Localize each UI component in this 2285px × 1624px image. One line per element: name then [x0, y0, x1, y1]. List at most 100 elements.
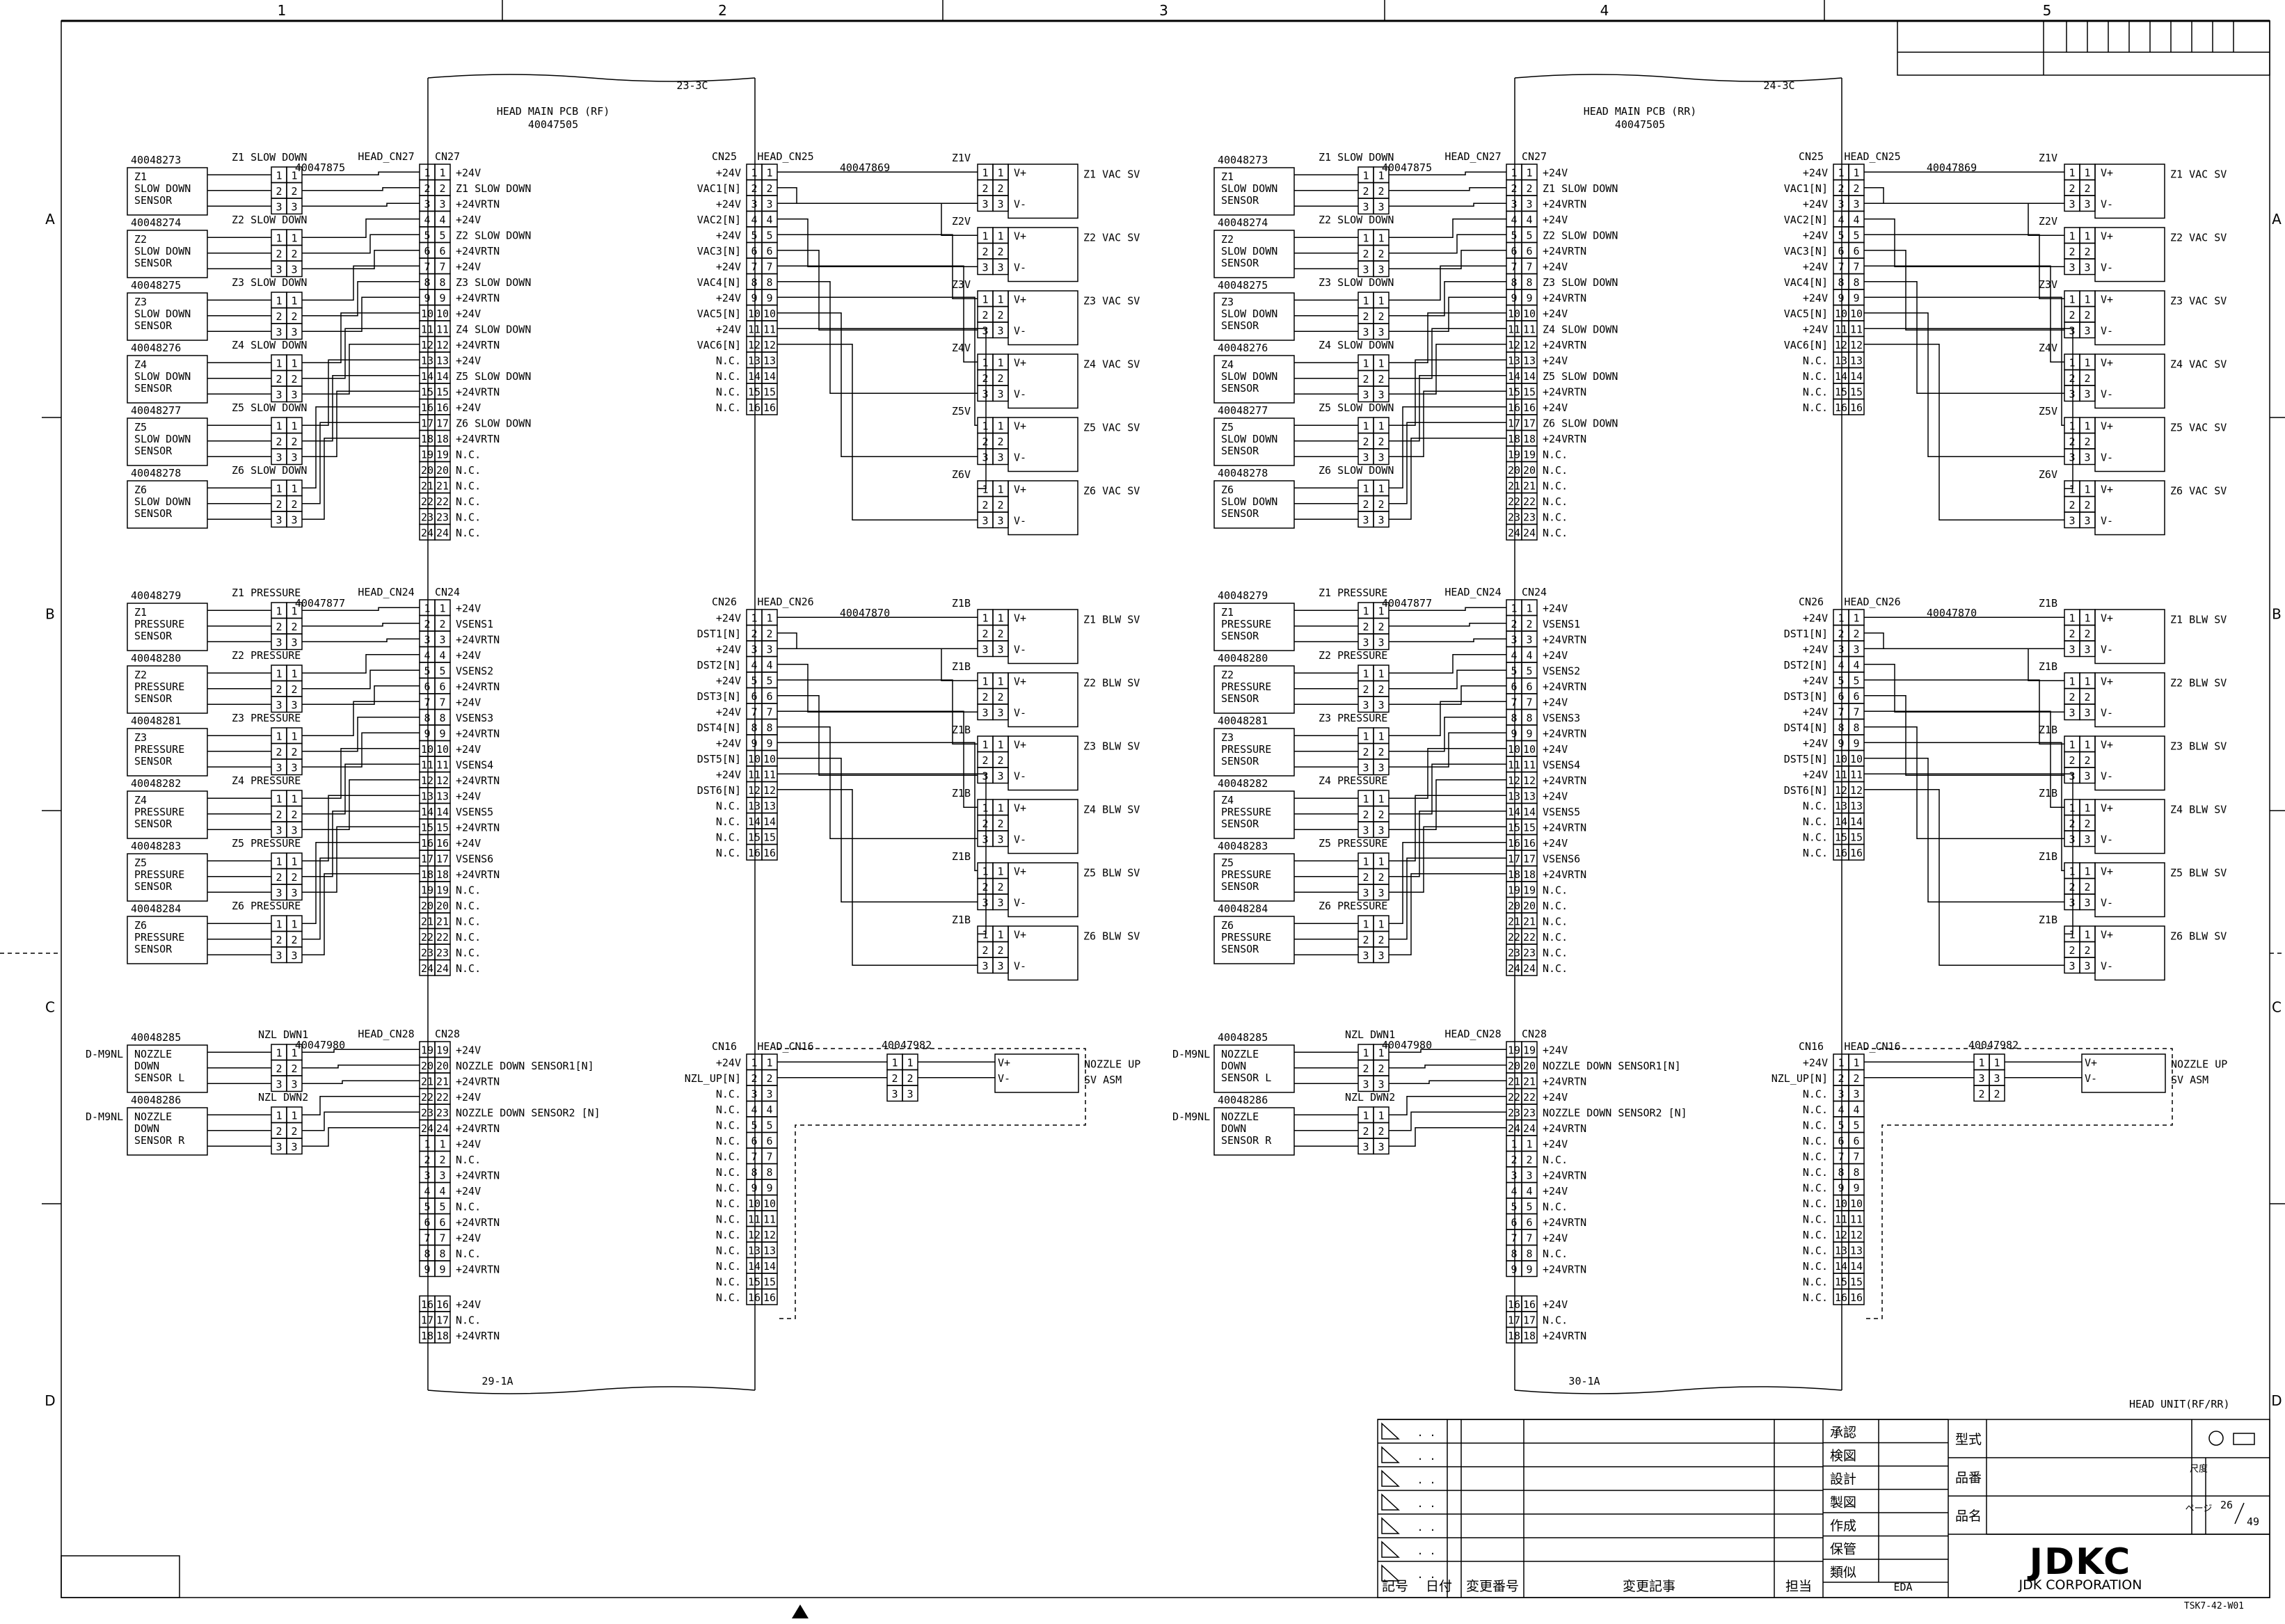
- valve-connector-name: Z1B: [952, 787, 971, 799]
- signal-name: N.C.: [456, 1248, 481, 1260]
- signal-name: +24V: [1803, 644, 1828, 656]
- pin-cell: [434, 523, 451, 541]
- valve-label: Z1 VAC SV: [2170, 168, 2227, 181]
- sensor-connector-name: Z4 PRESSURE: [232, 774, 301, 787]
- pin-number: 1: [2069, 167, 2075, 180]
- pin-number: 3: [1378, 1141, 1384, 1154]
- sensor-label: SENSOR: [134, 257, 173, 269]
- pin-number: 2: [997, 372, 1003, 385]
- wire: [302, 359, 420, 426]
- pin-number: 13: [763, 1245, 776, 1257]
- pin-number: 3: [1526, 634, 1532, 646]
- signal-name: N.C.: [456, 511, 481, 524]
- pin-number: 4: [1838, 659, 1844, 671]
- sensor-label: Z1: [134, 606, 147, 619]
- sensor-label: SENSOR: [1221, 445, 1259, 457]
- pin-number: 2: [276, 1062, 282, 1075]
- pin-number: 3: [276, 326, 282, 339]
- sensor-label: Z4: [1221, 358, 1234, 371]
- revision-header: 変更記事: [1623, 1579, 1675, 1594]
- valve-pin-name: V-: [1014, 325, 1026, 337]
- pin-number: 6: [751, 245, 757, 257]
- signal-name: N.C.: [456, 464, 481, 477]
- wire: [1389, 344, 1506, 395]
- pin-number: 3: [982, 515, 988, 527]
- pin-number: 15: [1835, 831, 1847, 844]
- signal-name: +24VRTN: [456, 1122, 500, 1135]
- pin-number: 7: [1526, 261, 1532, 273]
- wire: [1389, 328, 1506, 379]
- pin-number: 3: [1362, 201, 1369, 214]
- pin-number: 22: [1508, 495, 1520, 508]
- pin-number: 21: [421, 480, 433, 493]
- valve-pin-name: V+: [998, 1057, 1010, 1069]
- pin-number: 1: [1378, 295, 1384, 308]
- pin-number: 7: [424, 1232, 430, 1245]
- wire: [302, 873, 420, 955]
- pin-number: 9: [1853, 1182, 1859, 1195]
- pin-number: 15: [1850, 1276, 1863, 1289]
- signal-name: N.C.: [456, 480, 481, 493]
- row-label: A: [2272, 211, 2282, 228]
- pin-number: 14: [1523, 370, 1536, 383]
- pin-number: 3: [1378, 264, 1384, 276]
- pin-number: 12: [421, 339, 433, 351]
- pin-number: 1: [291, 668, 297, 680]
- pin-number: 7: [439, 1232, 445, 1245]
- pin-number: 11: [436, 324, 449, 336]
- valve-label: Z4 VAC SV: [2170, 358, 2227, 371]
- pin-number: 4: [751, 659, 757, 671]
- pin-number: 1: [276, 295, 282, 308]
- drawing-title: HEAD UNIT(RF/RR): [2129, 1398, 2230, 1410]
- signal-name: +24V: [716, 612, 741, 625]
- pin-number: 2: [276, 683, 282, 696]
- pin-number: 10: [1523, 743, 1536, 756]
- signal-name: VSENS3: [456, 712, 493, 724]
- pin-number: 15: [763, 1276, 776, 1289]
- pin-number: 2: [291, 934, 297, 946]
- pin-number: 2: [2084, 691, 2090, 703]
- pin-number: 1: [2084, 484, 2090, 496]
- pin-number: 3: [276, 887, 282, 900]
- approval-label: 検図: [1830, 1449, 1856, 1464]
- pin-number: 3: [1378, 201, 1384, 214]
- wire: [1389, 202, 1506, 207]
- valve-connector-name: Z1B: [2039, 787, 2057, 799]
- pin-number: 3: [439, 634, 445, 646]
- signal-name: +24V: [716, 292, 741, 305]
- sensor-connector-name: Z1 PRESSURE: [1319, 587, 1387, 599]
- pin-number: 16: [748, 1291, 761, 1304]
- pin-number: 8: [439, 712, 445, 724]
- pin-number: 3: [1526, 1170, 1532, 1182]
- valve-connector-name: Z5V: [2039, 405, 2057, 417]
- wire: [302, 312, 420, 363]
- pin-number: 7: [1511, 1232, 1517, 1245]
- pin-number: 1: [1362, 358, 1369, 370]
- pin-number: 20: [421, 464, 433, 477]
- signal-name: N.C.: [1803, 386, 1828, 399]
- pin-number: 3: [982, 198, 988, 211]
- pin-number: 3: [276, 514, 282, 527]
- sensor-box: [1213, 480, 1295, 529]
- harness-part-number: 40047870: [840, 607, 890, 619]
- signal-name: +24V: [456, 167, 481, 180]
- pin-number: 16: [436, 401, 449, 414]
- column-label: 3: [1159, 2, 1168, 19]
- pin-number: 6: [1526, 680, 1532, 693]
- pin-number: 15: [436, 386, 449, 399]
- pin-number: 19: [421, 449, 433, 461]
- pin-number: 9: [439, 292, 445, 305]
- pin-number: 8: [424, 276, 430, 289]
- sensor-part-number: 40048278: [131, 467, 181, 479]
- sensor-box: [127, 790, 208, 839]
- pin-number: 1: [2084, 612, 2090, 625]
- pin-number: 3: [439, 198, 445, 211]
- shield-outline: [1864, 1048, 2173, 1319]
- pin-number: 1: [1378, 605, 1384, 618]
- pin-number: 2: [2084, 754, 2090, 767]
- pin-number: 2: [439, 618, 445, 630]
- signal-name: NOZZLE DOWN SENSOR2 [N]: [456, 1107, 600, 1120]
- pin-number: 4: [1526, 649, 1532, 662]
- valve-pin-name: V+: [1014, 484, 1026, 496]
- signal-name: NOZZLE DOWN SENSOR1[N]: [1543, 1060, 1681, 1072]
